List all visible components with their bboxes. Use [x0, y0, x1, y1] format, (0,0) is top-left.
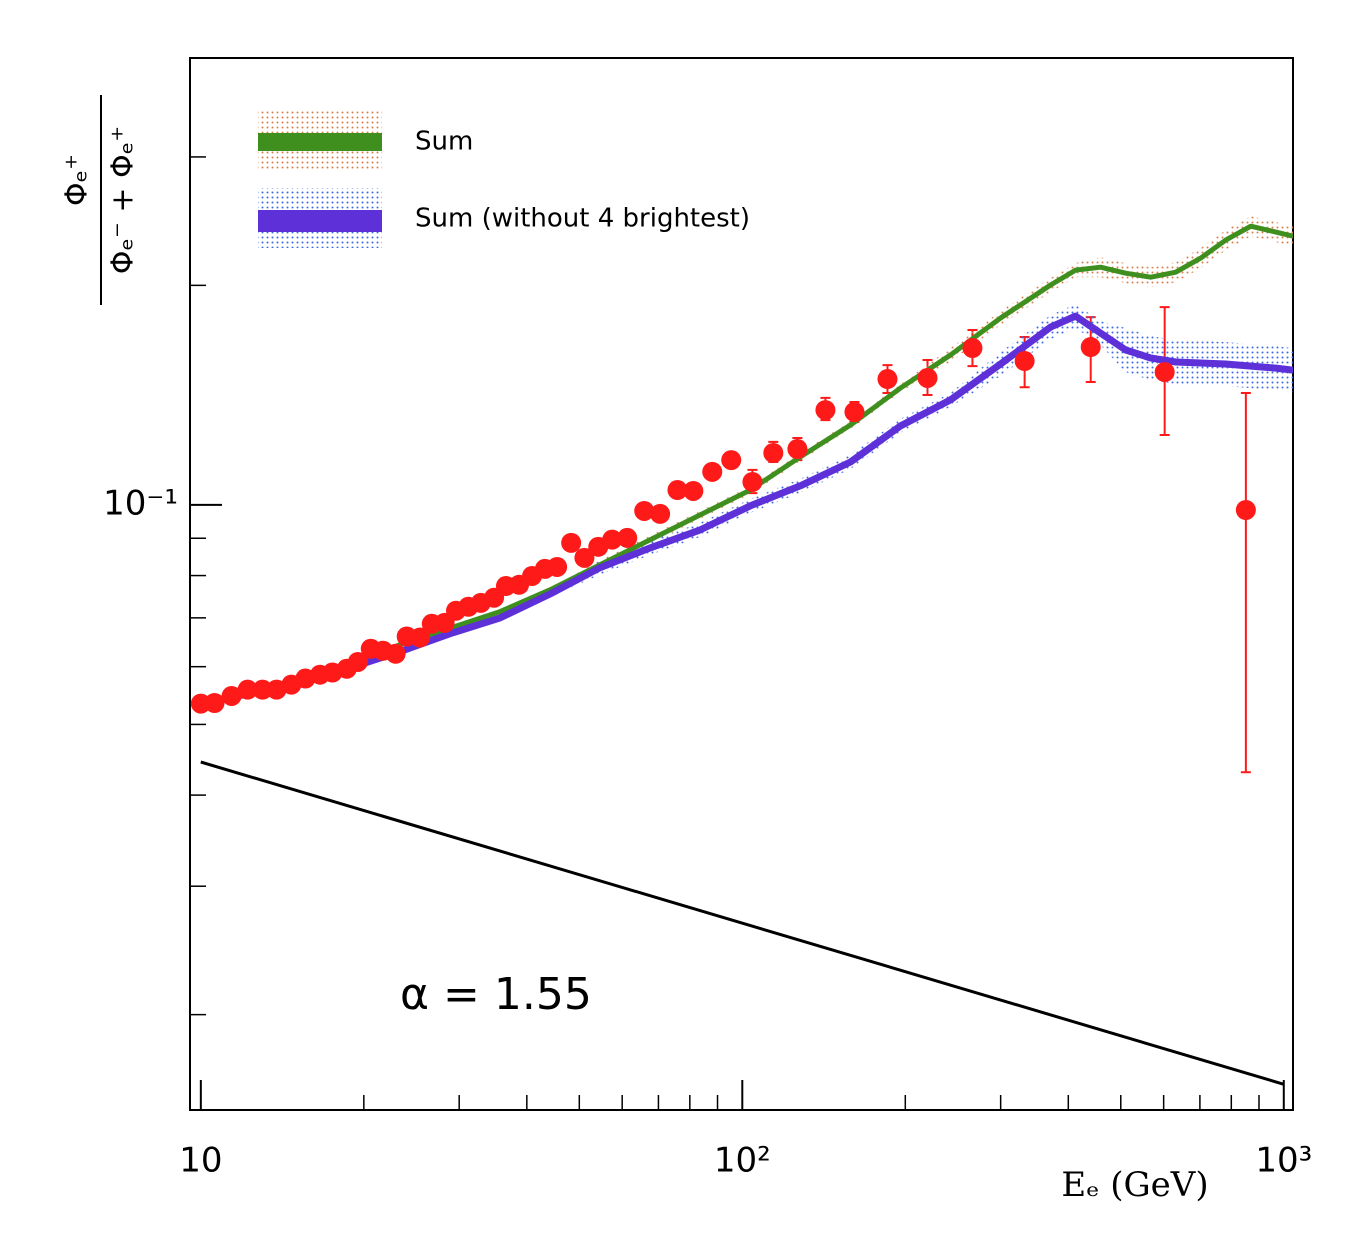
x-axis-label: Eₑ (GeV): [1061, 1165, 1208, 1205]
data-point: [1080, 337, 1101, 358]
x-tick-label: 10²: [714, 1141, 771, 1181]
data-point: [787, 438, 808, 459]
legend-label: Sum (without 4 brightest): [415, 204, 750, 234]
data-point: [221, 685, 242, 706]
data-point: [617, 527, 638, 548]
data-point: [410, 627, 431, 648]
uncertainty-band: [200, 216, 1293, 705]
plot-area: [190, 216, 1293, 1086]
y-label-numerator: Φₑ⁺: [60, 154, 95, 206]
data-point: [347, 651, 368, 672]
x-tick-label: 10³: [1255, 1141, 1312, 1181]
data-point: [561, 532, 582, 553]
data-point: [385, 643, 406, 664]
data-point: [650, 503, 671, 524]
data-point: [1154, 362, 1175, 383]
legend-line: [258, 133, 382, 151]
data-point: [742, 471, 763, 492]
y-label-denominator: Φₑ⁻ + Φₑ⁺: [106, 126, 141, 274]
data-point: [667, 480, 688, 501]
annotation: α = 1.55: [400, 969, 592, 1020]
data-point: [252, 679, 273, 700]
legend-label: Sum: [415, 127, 473, 157]
legend-line: [258, 210, 382, 232]
x-tick-label: 10: [179, 1141, 222, 1181]
data-point: [877, 369, 898, 390]
y-tick-label: 10⁻¹: [103, 483, 178, 523]
data-point: [237, 679, 258, 700]
data-point: [962, 338, 983, 359]
data-point: [634, 500, 655, 521]
data-point: [763, 443, 784, 464]
data-point: [917, 367, 938, 388]
data-point: [204, 692, 225, 713]
reference-line: [200, 760, 1285, 1086]
data-point: [547, 556, 568, 577]
series-line: [200, 223, 1293, 706]
data-point: [1014, 351, 1035, 372]
data-point: [602, 529, 623, 550]
data-point: [721, 450, 742, 471]
error-bar: [1240, 391, 1251, 774]
data-point: [574, 547, 595, 568]
data-point: [844, 401, 865, 422]
data-point: [702, 461, 723, 482]
data-point: [815, 400, 836, 421]
data-point: [683, 480, 704, 501]
data-point: [1235, 499, 1256, 520]
